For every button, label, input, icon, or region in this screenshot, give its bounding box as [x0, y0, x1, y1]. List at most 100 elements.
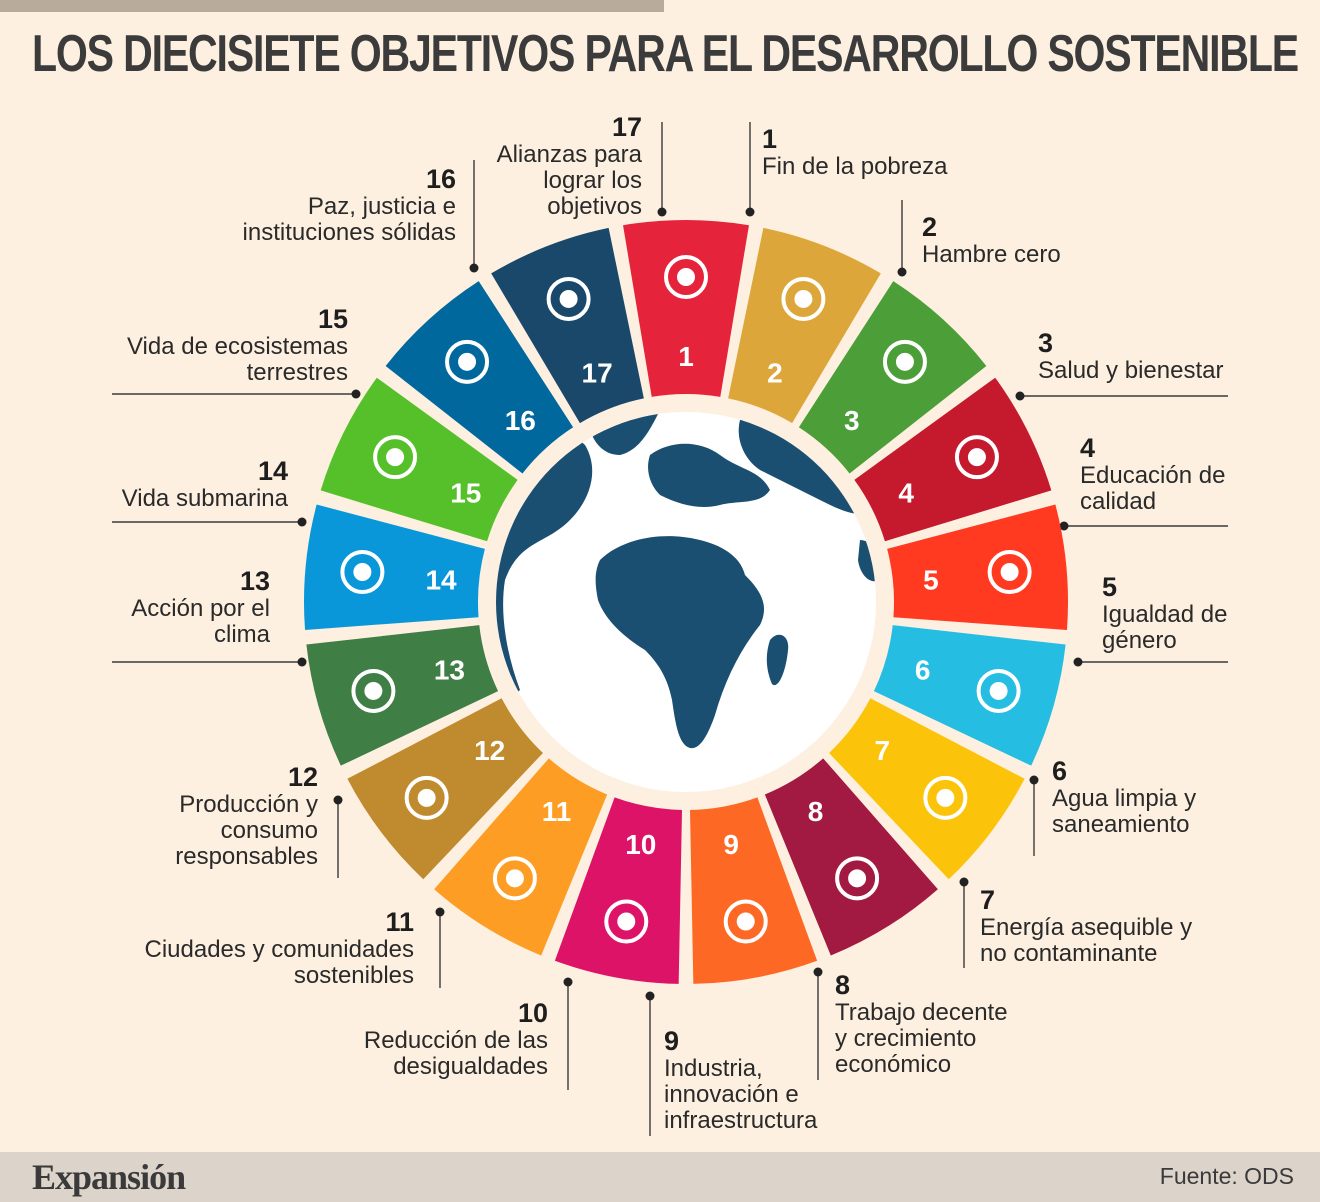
- page-title: LOS DIECISIETE OBJETIVOS PARA EL DESARRO…: [32, 25, 1299, 83]
- fish-waves-icon: [340, 550, 385, 595]
- goal-label-9: 9 Industria, innovación e infraestructura: [664, 1026, 817, 1134]
- goal-label-5: 5 Igualdad de género: [1102, 572, 1227, 654]
- segment-fill: [320, 377, 518, 542]
- goal-text-line: Producción y: [179, 791, 318, 818]
- goal-label-12: 12 Producción y consumo responsables: [60, 762, 318, 870]
- brand-logo: Expansión: [32, 1157, 186, 1197]
- goal-number: 14: [257, 456, 288, 486]
- goal-segment-4: 4: [854, 377, 1052, 542]
- goal-text-line: clima: [213, 621, 270, 648]
- segment-fill: [728, 227, 881, 424]
- goal-text-line: sostenibles: [293, 962, 414, 989]
- segment-number: 13: [434, 654, 465, 685]
- segment-number: 17: [582, 358, 613, 389]
- segment-number: 6: [915, 654, 931, 685]
- leader-dot-1: [745, 207, 755, 217]
- segment-fill: [306, 625, 499, 766]
- goal-number: 4: [1080, 433, 1096, 463]
- leader-dot-8: [813, 967, 823, 977]
- leader-dot-4: [1059, 521, 1069, 531]
- goal-number: 5: [1102, 572, 1118, 602]
- goal-label-11: 11 Ciudades y comunidades sostenibles: [64, 907, 415, 989]
- goal-text-line: género: [1102, 627, 1177, 654]
- goal-label-16: 16 Paz, justicia e instituciones sólidas: [60, 164, 456, 246]
- goal-text-line: Alianzas para: [496, 141, 642, 168]
- leader-dot-15: [351, 389, 361, 399]
- family-people-icon: [664, 255, 708, 299]
- goal-segment-10: 10: [554, 797, 683, 984]
- segment-fill: [764, 758, 938, 956]
- leader-dot-6: [1029, 775, 1039, 785]
- footer-bar: Expansión Fuente: ODS: [0, 1152, 1320, 1202]
- segment-number: 1: [678, 341, 694, 372]
- goal-number: 9: [664, 1026, 680, 1056]
- segment-fill: [873, 625, 1066, 766]
- goal-segment-12: 12: [347, 698, 543, 880]
- goal-label-3: 3 Salud y bienestar: [1038, 328, 1223, 384]
- stacked-cubes-icon: [723, 899, 768, 944]
- goal-text-line: Vida de ecosistemas: [126, 333, 348, 360]
- leader-dot-7: [959, 877, 969, 887]
- goal-text-line: lograr los: [543, 167, 642, 194]
- segment-fill: [304, 504, 485, 630]
- goal-number: 15: [317, 304, 348, 334]
- segment-number: 11: [542, 796, 572, 827]
- goal-segment-7: 7: [829, 698, 1025, 880]
- goal-number: 8: [835, 970, 851, 1000]
- goal-text-line: desigualdades: [393, 1053, 548, 1080]
- segment-fill: [554, 797, 683, 984]
- open-book-pencil-icon: [954, 435, 999, 480]
- goal-number: 17: [611, 112, 642, 142]
- goal-label-14: 14 Vida submarina: [60, 456, 288, 512]
- leader-dot-10: [563, 977, 573, 987]
- heartbeat-icon: [882, 339, 927, 384]
- goal-text-line: y crecimiento: [835, 1025, 977, 1052]
- goal-text-line: innovación e: [664, 1081, 799, 1108]
- dove-gavel-icon: [445, 339, 490, 384]
- goal-segment-3: 3: [798, 281, 987, 474]
- goal-number: 16: [425, 164, 456, 194]
- goal-segment-1: 1: [623, 220, 749, 397]
- leader-dot-17: [657, 207, 667, 217]
- goal-text-line: Energía asequible y: [980, 914, 1193, 941]
- goal-number: 3: [1038, 328, 1054, 358]
- top-accent-bar: [0, 0, 664, 12]
- goal-text-line: Trabajo decente: [835, 999, 1008, 1026]
- water-glass-icon: [976, 668, 1021, 713]
- goal-label-1: 1 Fin de la pobreza: [762, 124, 947, 180]
- goal-number: 12: [287, 762, 318, 792]
- goal-segment-9: 9: [689, 797, 818, 984]
- goal-text-line: Vida submarina: [121, 485, 288, 512]
- goal-label-8: 8 Trabajo decente y crecimiento económico: [835, 970, 1008, 1078]
- leader-dot-3: [1015, 391, 1025, 401]
- goal-text-line: Ciudades y comunidades: [144, 936, 415, 963]
- segment-fill: [854, 377, 1052, 542]
- goal-text-line: Educación de: [1080, 462, 1226, 489]
- goal-text-line: económico: [835, 1051, 952, 1078]
- segment-number: 2: [767, 358, 783, 389]
- goal-text-line: objetivos: [547, 193, 642, 220]
- goal-label-17: 17 Alianzas para lograr los objetivos: [420, 112, 642, 220]
- goal-number: 11: [385, 907, 414, 937]
- goal-text-line: Fin de la pobreza: [762, 153, 948, 180]
- steaming-bowl-icon: [781, 276, 826, 321]
- segment-number: 9: [723, 829, 739, 860]
- goal-text-line: instituciones sólidas: [242, 219, 456, 246]
- goal-segment-17: 17: [491, 227, 644, 424]
- goal-text-line: consumo: [220, 817, 318, 844]
- goal-segment-13: 13: [306, 625, 499, 766]
- goal-number: 7: [980, 885, 996, 915]
- goal-text-line: responsables: [175, 843, 318, 870]
- segment-fill: [887, 504, 1068, 630]
- goal-text-line: Industria,: [664, 1055, 763, 1082]
- segment-number: 4: [898, 477, 914, 508]
- goal-label-4: 4 Educación de calidad: [1080, 433, 1225, 515]
- segment-number: 3: [844, 405, 860, 436]
- goal-label-6: 6 Agua limpia y saneamiento: [1052, 756, 1196, 838]
- leader-lines: [112, 122, 1228, 1136]
- infinity-loop-icon: [404, 775, 449, 820]
- segment-number: 16: [505, 405, 536, 436]
- goal-text-line: Salud y bienestar: [1038, 357, 1224, 384]
- goal-label-10: 10 Reducción de las desigualdades: [268, 998, 548, 1080]
